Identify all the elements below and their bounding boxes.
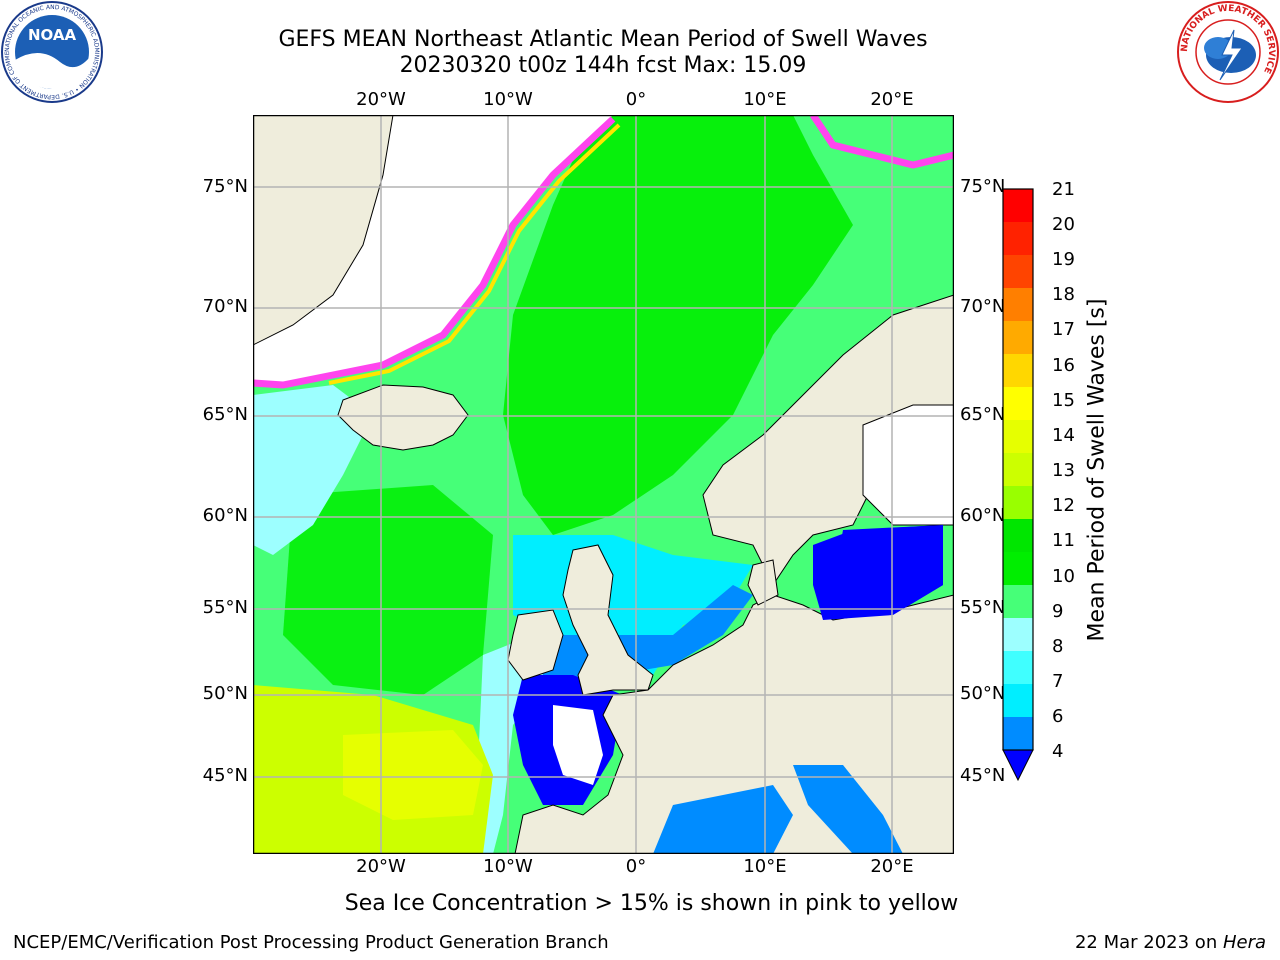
colorbar-label: Mean Period of Swell Waves [s] bbox=[1084, 298, 1110, 642]
colorbar-band bbox=[1003, 387, 1033, 421]
colorbar-tick: 10 bbox=[1052, 566, 1075, 587]
ice-no-data-iberia bbox=[553, 705, 603, 785]
lon-label-bottom-20e: 20°E bbox=[870, 856, 914, 877]
lon-label-top-10e: 10°E bbox=[743, 89, 787, 110]
lat-label-right-55n: 55°N bbox=[960, 597, 1006, 618]
lat-label-left-70n: 70°N bbox=[202, 296, 248, 317]
colorbar-band bbox=[1003, 222, 1033, 256]
land-ireland bbox=[507, 609, 564, 681]
sea-mediterranean bbox=[653, 785, 793, 854]
colorbar-tick: 14 bbox=[1052, 425, 1075, 446]
lon-label-top-20w: 20°W bbox=[356, 89, 406, 110]
colorbar-band bbox=[1003, 486, 1033, 520]
sea-ice-note: Sea Ice Concentration > 15% is shown in … bbox=[344, 891, 959, 916]
lon-label-top-0: 0° bbox=[625, 89, 647, 110]
lat-label-left-75n: 75°N bbox=[202, 176, 248, 197]
nws-logo: NATIONAL WEATHER SERVICE bbox=[1177, 1, 1279, 103]
lat-label-right-50n: 50°N bbox=[960, 683, 1006, 704]
graticule bbox=[253, 115, 954, 854]
noaa-logo-text: NOAA bbox=[28, 26, 77, 44]
colorbar-tick: 8 bbox=[1052, 636, 1064, 657]
colorbar-band bbox=[1003, 684, 1033, 718]
chart-subtitle: 20230320 t00z 144h fcst Max: 15.09 bbox=[399, 53, 807, 78]
swell-zone-4s-channel bbox=[523, 585, 753, 695]
lon-label-bottom-10w: 10°W bbox=[483, 856, 533, 877]
colorbar-tick: 11 bbox=[1052, 530, 1075, 551]
colorbar-band bbox=[1003, 288, 1033, 322]
colorbar-band bbox=[1003, 717, 1033, 751]
swell-zone-11s-west bbox=[283, 485, 493, 695]
footer-date-host: 22 Mar 2023 on Hera bbox=[1075, 932, 1266, 953]
colorbar-tick: 6 bbox=[1052, 706, 1064, 727]
lat-label-left-45n: 45°N bbox=[202, 765, 248, 786]
lat-label-right-60n: 60°N bbox=[960, 505, 1006, 526]
land-denmark bbox=[747, 559, 779, 606]
lat-label-right-45n: 45°N bbox=[960, 765, 1006, 786]
swell-zone-8s-west bbox=[253, 385, 373, 555]
colorbar-band bbox=[1003, 651, 1033, 685]
map-frame bbox=[253, 115, 954, 854]
sea-ice-edge-yellow bbox=[328, 123, 621, 385]
chart-title: GEFS MEAN Northeast Atlantic Mean Period… bbox=[278, 27, 928, 52]
colorbar-band bbox=[1003, 585, 1033, 619]
colorbar-extend-arrow bbox=[1002, 749, 1034, 782]
greenland-coast bbox=[253, 115, 394, 346]
sea-ice-edge-svalbard bbox=[810, 115, 954, 169]
lon-label-top-10w: 10°W bbox=[483, 89, 533, 110]
lat-label-left-55n: 55°N bbox=[202, 597, 248, 618]
lat-label-right-65n: 65°N bbox=[960, 404, 1006, 425]
lat-label-left-50n: 50°N bbox=[202, 683, 248, 704]
lat-label-left-60n: 60°N bbox=[202, 505, 248, 526]
colorbar-tick: 21 bbox=[1052, 179, 1075, 200]
colorbar-tick: 19 bbox=[1052, 249, 1075, 270]
lon-label-bottom-10e: 10°E bbox=[743, 856, 787, 877]
swell-period-map bbox=[253, 115, 954, 854]
colorbar-band bbox=[1003, 255, 1033, 289]
lon-label-bottom-0: 0° bbox=[625, 856, 647, 877]
sea-adriatic bbox=[793, 765, 903, 854]
colorbar-band bbox=[1003, 189, 1033, 223]
lat-label-right-70n: 70°N bbox=[960, 296, 1006, 317]
colorbar-tick: 13 bbox=[1052, 460, 1075, 481]
colorbar-tick: 7 bbox=[1052, 671, 1064, 692]
footer-producer: NCEP/EMC/Verification Post Processing Pr… bbox=[13, 932, 609, 953]
colorbar-band bbox=[1003, 552, 1033, 586]
colorbar-frame bbox=[1002, 188, 1034, 751]
lon-label-top-20e: 20°E bbox=[870, 89, 914, 110]
colorbar-tick: 20 bbox=[1052, 214, 1075, 235]
colorbar-tick: 16 bbox=[1052, 355, 1075, 376]
footer-date: 22 Mar 2023 on bbox=[1074, 932, 1223, 953]
swell-zone-14s-core bbox=[343, 730, 483, 820]
noaa-logo: NOAA NATIONAL OCEANIC AND ATMOSPHERIC AD… bbox=[0, 0, 103, 103]
sea-baltic bbox=[813, 525, 943, 620]
colorbar-levels bbox=[1003, 189, 1033, 751]
colorbar-tick: 18 bbox=[1052, 284, 1075, 305]
lat-label-left-65n: 65°N bbox=[202, 404, 248, 425]
footer-host: Hera bbox=[1222, 932, 1266, 953]
colorbar-band bbox=[1003, 354, 1033, 388]
colorbar-tick: 4 bbox=[1052, 741, 1064, 762]
colorbar bbox=[1002, 188, 1034, 782]
colorbar-band bbox=[1003, 420, 1033, 454]
colorbar-band bbox=[1003, 321, 1033, 355]
lat-label-right-75n: 75°N bbox=[960, 176, 1006, 197]
sea-ice-edge-pink bbox=[253, 116, 616, 389]
colorbar-tick: 12 bbox=[1052, 495, 1075, 516]
colorbar-tick: 17 bbox=[1052, 319, 1075, 340]
land-iceland bbox=[337, 384, 469, 451]
colorbar-tick: 15 bbox=[1052, 390, 1075, 411]
colorbar-band bbox=[1003, 519, 1033, 553]
colorbar-tick: 9 bbox=[1052, 601, 1064, 622]
ice-no-data-baltic bbox=[862, 404, 954, 526]
land-great-britain bbox=[562, 544, 654, 696]
lon-label-bottom-20w: 20°W bbox=[356, 856, 406, 877]
colorbar-band bbox=[1003, 618, 1033, 652]
colorbar-band bbox=[1003, 453, 1033, 487]
